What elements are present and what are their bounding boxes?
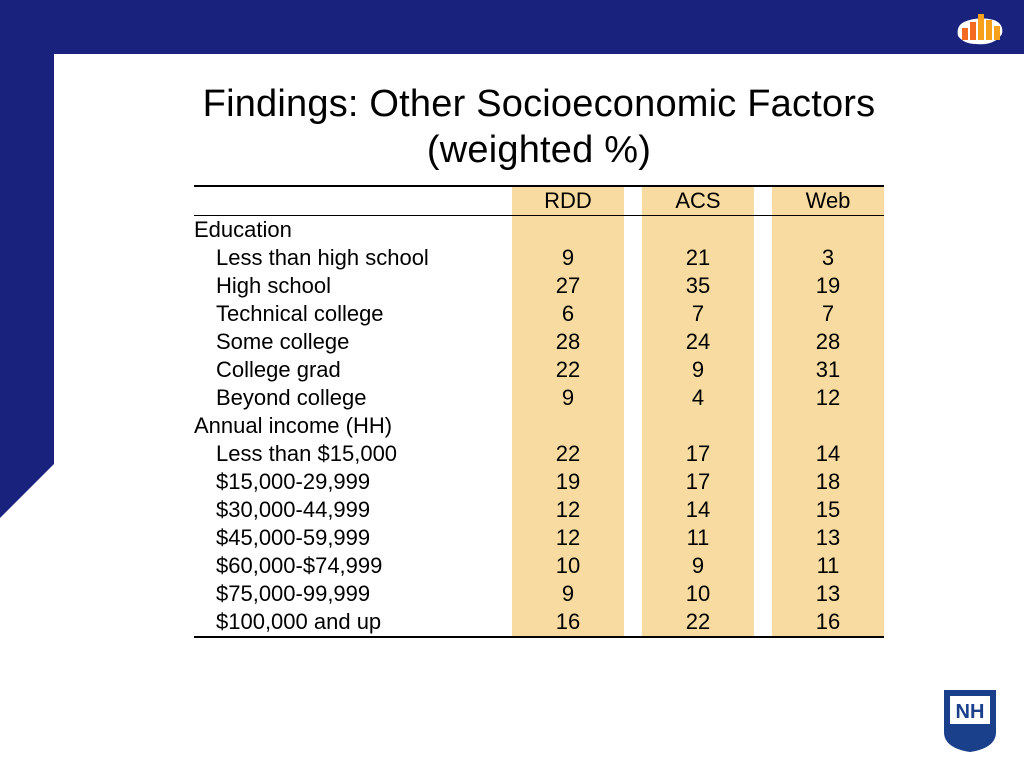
row-value: 13	[772, 524, 884, 552]
row-value: 28	[772, 328, 884, 356]
row-value: 14	[772, 440, 884, 468]
row-label: Some college	[194, 328, 494, 356]
row-label: Less than $15,000	[194, 440, 494, 468]
bar-chart-logo-icon	[954, 6, 1006, 48]
row-value: 19	[772, 272, 884, 300]
row-value: 7	[772, 300, 884, 328]
section-blank	[642, 216, 754, 245]
row-value: 27	[512, 272, 624, 300]
row-value: 9	[512, 244, 624, 272]
row-label: Less than high school	[194, 244, 494, 272]
slide-content: Findings: Other Socioeconomic Factors (w…	[54, 54, 1024, 768]
row-value: 24	[642, 328, 754, 356]
row-value: 11	[772, 552, 884, 580]
section-label: Education	[194, 216, 494, 245]
row-value: 3	[772, 244, 884, 272]
row-value: 12	[772, 384, 884, 412]
row-value: 4	[642, 384, 754, 412]
side-bar	[0, 54, 54, 464]
row-value: 9	[642, 552, 754, 580]
header-bar	[0, 0, 1024, 54]
row-label: $100,000 and up	[194, 608, 494, 637]
section-blank	[772, 216, 884, 245]
row-value: 6	[512, 300, 624, 328]
row-value: 7	[642, 300, 754, 328]
section-blank	[512, 412, 624, 440]
row-value: 10	[512, 552, 624, 580]
row-label: Technical college	[194, 300, 494, 328]
row-value: 10	[642, 580, 754, 608]
row-label: $75,000-99,999	[194, 580, 494, 608]
row-value: 12	[512, 496, 624, 524]
row-value: 22	[512, 440, 624, 468]
row-value: 12	[512, 524, 624, 552]
row-value: 22	[642, 608, 754, 637]
col-header-blank	[194, 186, 494, 216]
row-value: 19	[512, 468, 624, 496]
title-line-1: Findings: Other Socioeconomic Factors	[203, 83, 876, 125]
svg-text:NH: NH	[956, 701, 985, 723]
row-value: 15	[772, 496, 884, 524]
row-value: 21	[642, 244, 754, 272]
row-value: 9	[642, 356, 754, 384]
row-value: 22	[512, 356, 624, 384]
row-value: 16	[512, 608, 624, 637]
row-value: 11	[642, 524, 754, 552]
section-label: Annual income (HH)	[194, 412, 494, 440]
section-blank	[642, 412, 754, 440]
section-blank	[772, 412, 884, 440]
slide-title: Findings: Other Socioeconomic Factors (w…	[114, 82, 964, 173]
row-label: $15,000-29,999	[194, 468, 494, 496]
row-value: 9	[512, 384, 624, 412]
col-header: Web	[772, 186, 884, 216]
row-value: 31	[772, 356, 884, 384]
row-value: 16	[772, 608, 884, 637]
row-label: $30,000-44,999	[194, 496, 494, 524]
row-value: 9	[512, 580, 624, 608]
row-value: 13	[772, 580, 884, 608]
col-header: RDD	[512, 186, 624, 216]
data-table: RDD ACS Web EducationLess than high school 9…	[194, 185, 884, 638]
row-value: 17	[642, 440, 754, 468]
row-label: Beyond college	[194, 384, 494, 412]
row-value: 35	[642, 272, 754, 300]
nh-shield-logo-icon: NH	[942, 688, 998, 754]
row-label: College grad	[194, 356, 494, 384]
row-value: 18	[772, 468, 884, 496]
row-value: 17	[642, 468, 754, 496]
row-label: $45,000-59,999	[194, 524, 494, 552]
row-value: 28	[512, 328, 624, 356]
row-label: High school	[194, 272, 494, 300]
row-label: $60,000-$74,999	[194, 552, 494, 580]
col-header: ACS	[642, 186, 754, 216]
title-line-2: (weighted %)	[427, 129, 651, 171]
section-blank	[512, 216, 624, 245]
row-value: 14	[642, 496, 754, 524]
